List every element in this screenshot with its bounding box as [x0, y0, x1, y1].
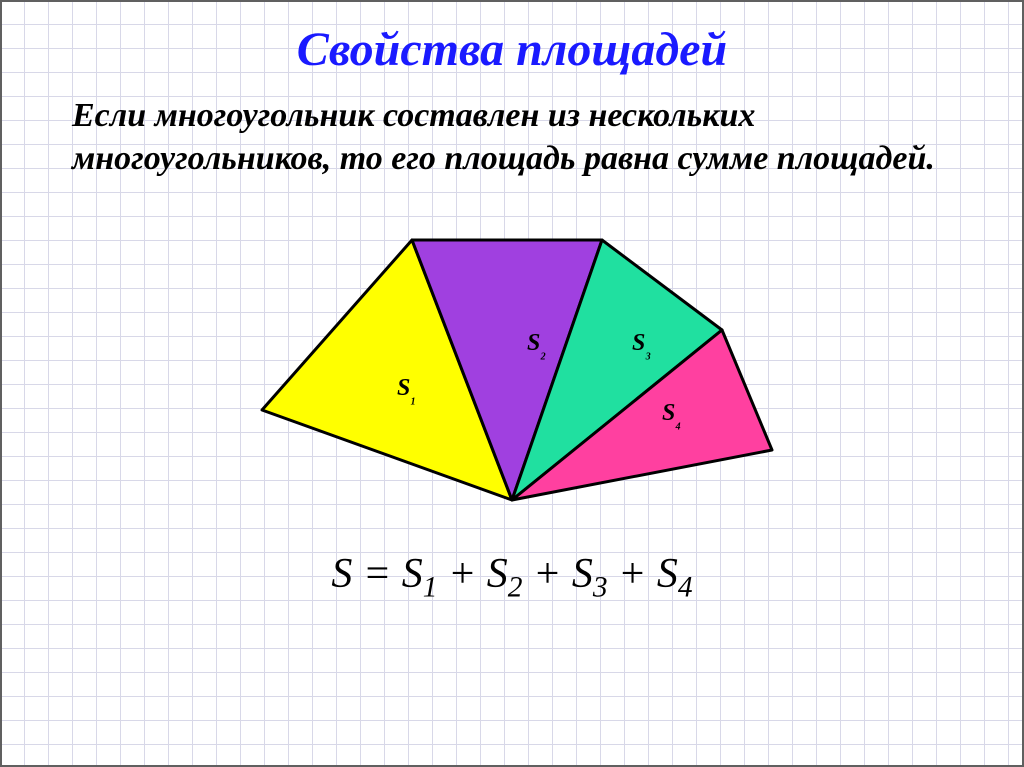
page-title: Свойства площадей	[2, 2, 1022, 77]
area-formula: S = S1 + S2 + S3 + S4	[2, 550, 1022, 604]
theorem-text: Если многоугольник составлен из нескольк…	[2, 77, 1022, 180]
polygon-diagram: S₁S₂S₃S₄	[202, 200, 822, 520]
diagram-container: S₁S₂S₃S₄	[2, 200, 1022, 520]
